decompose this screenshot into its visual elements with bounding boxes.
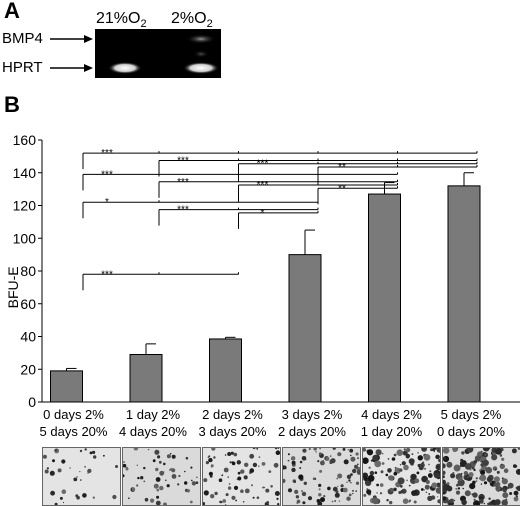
band-label-bmp4: BMP4 [2,30,43,47]
x-tick-label-6-1: 5 days 2% [441,407,502,422]
smear-lane2 [193,50,209,58]
band-hprt-lane1 [108,62,142,74]
sig-label-10: *** [177,205,189,216]
colony-dots-3 [203,448,280,505]
colony-dots-4 [283,448,360,505]
colony-dots-6 [443,448,520,505]
x-tick-label-5-2: 1 day 20% [361,424,423,439]
x-tick-label-6-2: 0 days 20% [437,424,505,439]
sig-label-12: *** [101,269,113,280]
arrow-hprt-icon [50,64,93,72]
sig-label-2: *** [177,155,189,166]
colony-image-3 [202,447,281,506]
sig-label-7: *** [257,180,269,191]
x-tick-label-3-2: 3 days 20% [199,424,267,439]
x-tick-label-4-1: 3 days 2% [282,407,343,422]
bar-1 [50,370,83,403]
colony-image-2 [122,447,201,506]
bar-5 [368,193,401,403]
bar-3 [209,338,242,403]
colony-dots-2 [123,448,200,505]
lane-label-2-o2: 2%O2 [171,10,213,30]
y-tick-label: 140 [13,165,37,181]
colony-dots-5 [363,448,440,505]
y-tick-label: 20 [20,361,36,377]
lane-label-2-main: 2%O [171,10,207,27]
gel-image [95,29,221,78]
x-tick-label-2-2: 4 days 20% [119,424,187,439]
arrow-bmp4-icon [50,35,93,43]
x-tick-label-5-1: 4 days 2% [361,407,422,422]
colony-image-6 [442,447,520,506]
sig-label-11: * [261,208,265,219]
y-tick-label: 160 [13,132,37,148]
y-tick-label: 120 [13,198,37,214]
x-tick-label-1-1: 0 days 2% [43,407,104,422]
lane-label-21-sub: 2 [140,18,147,31]
colony-image-1 [42,447,121,506]
sig-label-8: ** [338,183,346,194]
band-label-hprt: HPRT [2,59,43,76]
bar-2 [129,354,163,403]
x-tick-label-1-2: 5 days 20% [40,424,108,439]
panel-b-letter: B [4,92,20,117]
y-tick-label: 100 [13,230,37,246]
band-bmp4-lane2 [186,34,216,44]
sig-label-5: *** [101,169,113,180]
y-tick-label: 40 [20,329,36,345]
lane-label-21-main: 21%O [96,10,141,27]
sig-label-1: *** [101,148,113,159]
panel-a-letter: A [4,0,20,23]
sig-label-9: * [105,197,109,208]
sig-label-3: *** [257,159,269,170]
y-tick-label: 0 [28,394,36,410]
bar-4 [288,254,322,403]
lane-label-21-o2: 21%O2 [96,10,147,30]
colony-image-5 [362,447,441,506]
x-tick-label-3-1: 2 days 2% [202,407,263,422]
colony-image-4 [282,447,361,506]
bar-6 [447,185,481,403]
y-axis-label: BFU-E [5,266,21,308]
gel-arrows [50,35,93,72]
x-tick-label-4-2: 2 days 20% [278,424,346,439]
x-tick-label-2-1: 1 day 2% [126,407,181,422]
y-tick-label: 60 [20,296,36,312]
sig-label-6: *** [177,177,189,188]
lane-label-2-sub: 2 [206,18,213,31]
sig-label-4: ** [338,162,346,173]
colony-dots-1 [43,448,120,505]
band-hprt-lane2 [183,62,219,74]
y-tick-label: 80 [20,263,36,279]
